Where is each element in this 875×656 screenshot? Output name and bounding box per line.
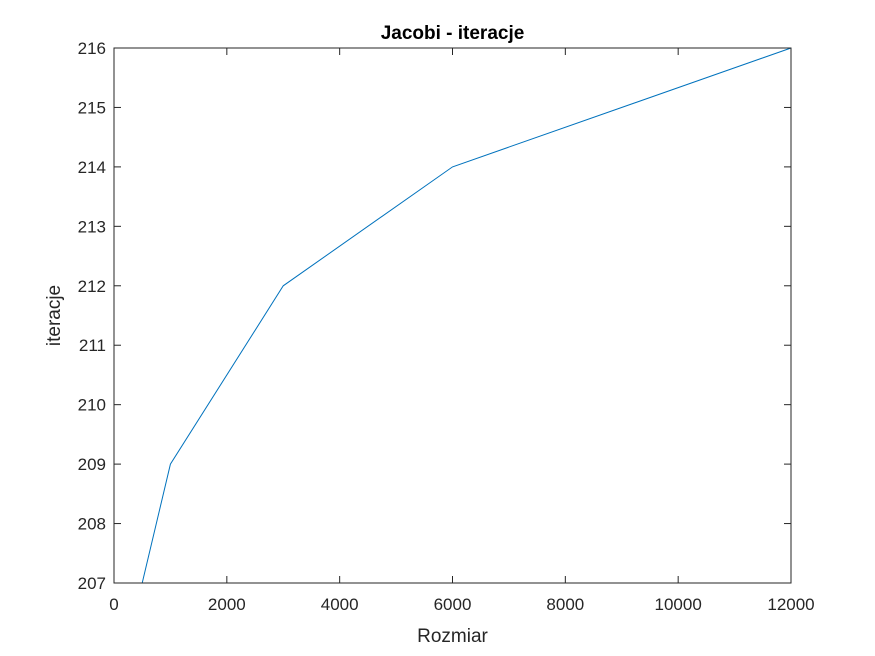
y-tick-label: 213 [78,217,106,236]
y-tick-label: 211 [79,336,106,355]
y-tick-label: 214 [78,158,106,177]
y-tick-label: 207 [78,574,106,593]
chart-title: Jacobi - iteracje [381,23,525,44]
series-line [141,47,792,584]
plot-area [114,48,791,583]
x-axis-title: Rozmiar [417,626,488,647]
x-tick-label: 10000 [655,595,702,614]
x-tick-label: 0 [109,595,118,614]
axes-box [113,47,792,584]
x-tick-label: 12000 [767,595,814,614]
y-tick-label: 209 [78,455,106,474]
x-tick-label: 2000 [208,595,246,614]
y-tick-label: 212 [78,277,106,296]
x-tick-label: 8000 [546,595,584,614]
series-layer [141,47,792,584]
y-tick-label: 216 [78,39,106,58]
labels-layer: 0 2000 4000 6000 8000 10000 12000 207 208 209 210 2… [78,39,815,614]
y-tick-label: 208 [78,515,106,534]
y-tick-label: 210 [78,396,106,415]
y-axis-title: iteracje [44,285,65,346]
x-tick-label: 6000 [434,595,472,614]
x-tick-label: 4000 [321,595,359,614]
y-tick-label: 215 [78,98,106,117]
